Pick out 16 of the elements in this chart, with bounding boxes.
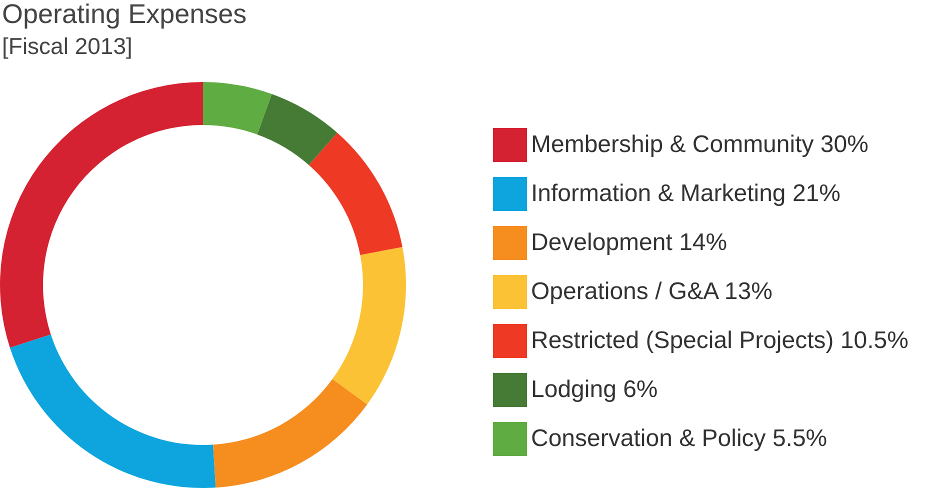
chart-subtitle: [Fiscal 2013] bbox=[2, 33, 132, 59]
donut-slice bbox=[257, 94, 338, 165]
donut-slice bbox=[213, 379, 368, 488]
legend-label: Restricted (Special Projects) 10.5% bbox=[531, 327, 908, 354]
legend-label: Conservation & Policy 5.5% bbox=[531, 425, 828, 452]
legend-label: Information & Marketing 21% bbox=[531, 180, 840, 207]
legend-label: Membership & Community 30% bbox=[531, 131, 868, 158]
legend-label: Development 14% bbox=[531, 229, 728, 256]
donut-slice bbox=[203, 82, 272, 134]
donut-slice bbox=[308, 132, 402, 256]
donut-slice bbox=[10, 334, 216, 488]
donut-slice bbox=[0, 82, 203, 348]
donut-slice bbox=[332, 246, 406, 404]
legend-label: Operations / G&A 13% bbox=[531, 278, 772, 305]
chart-title: Operating Expenses bbox=[2, 0, 247, 29]
legend-label: Lodging 6% bbox=[531, 376, 658, 403]
